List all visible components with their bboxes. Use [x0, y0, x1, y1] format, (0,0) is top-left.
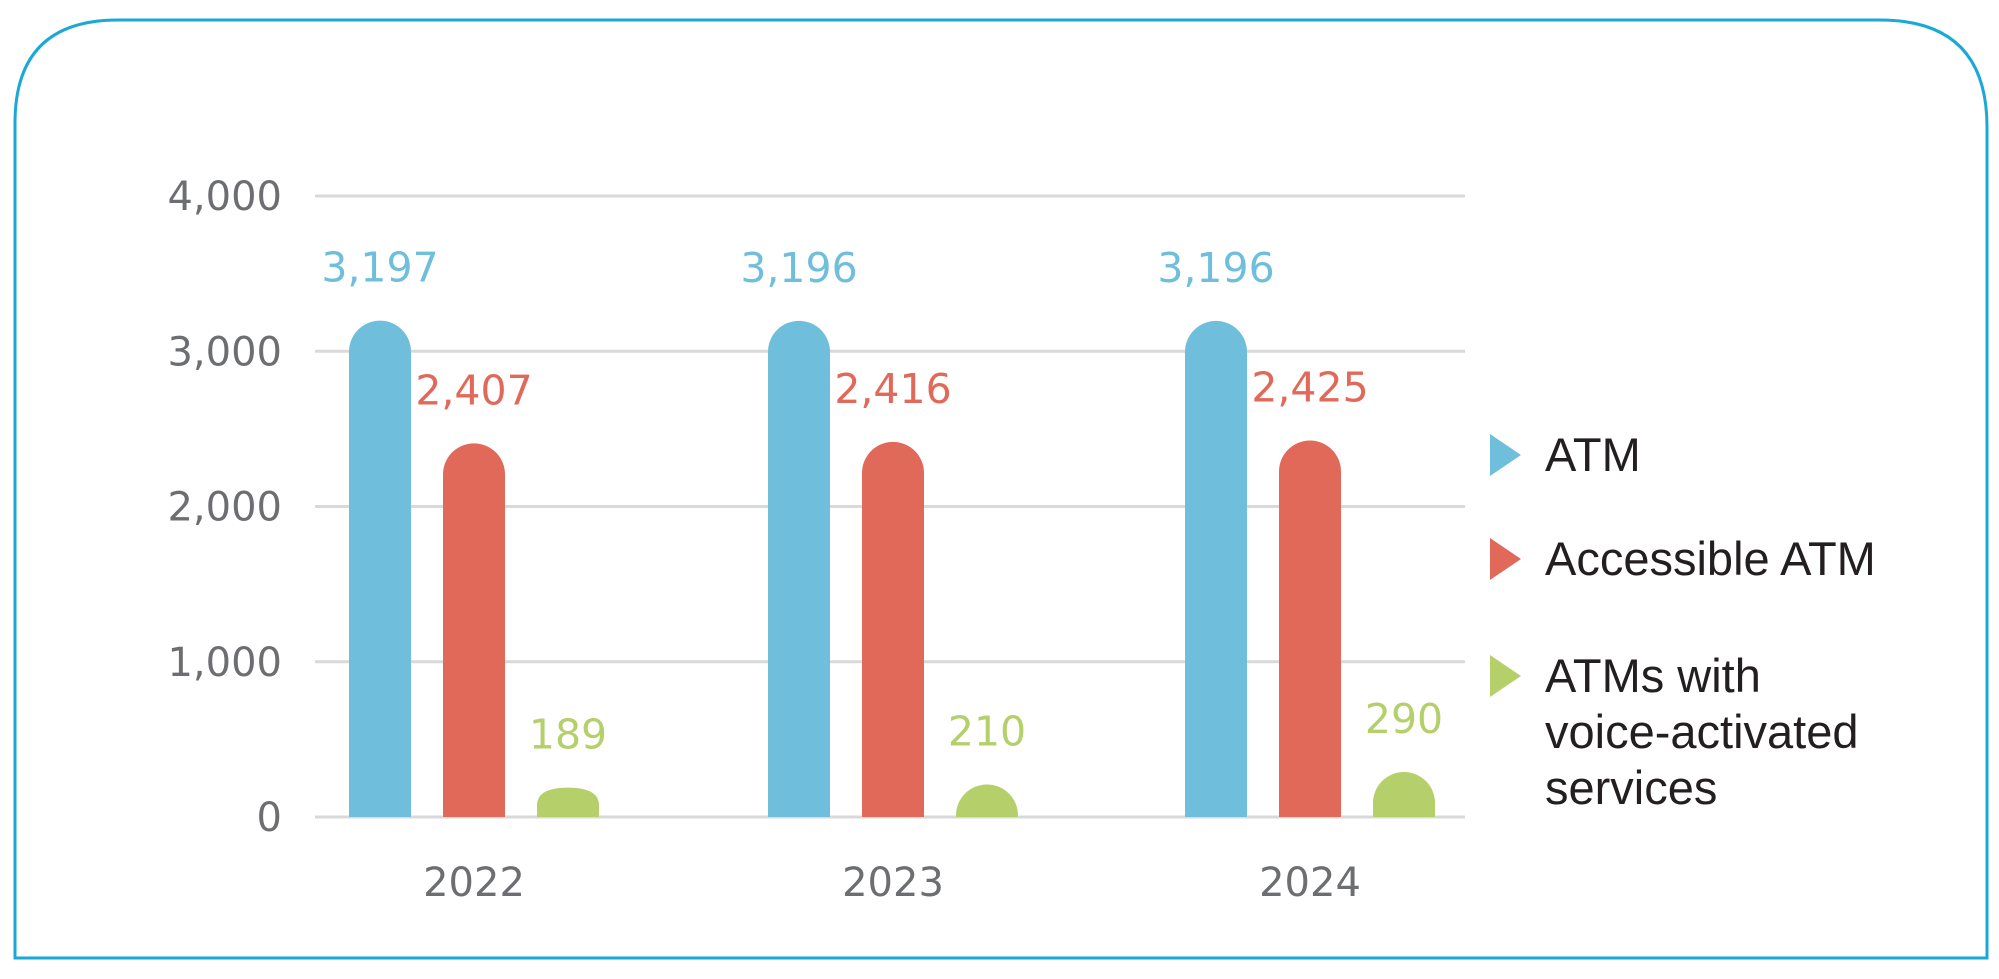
data-label: 2,416 [834, 365, 951, 413]
bars [349, 320, 1435, 817]
legend-label: voice-activated [1545, 705, 1859, 758]
y-axis-ticks: 0 1,000 2,000 3,000 4,000 [167, 174, 282, 841]
x-tick-label: 2023 [842, 860, 944, 906]
x-tick-label: 2022 [423, 860, 525, 906]
legend-label: ATM [1545, 428, 1641, 481]
data-labels: 3,197 3,196 3,196 2,407 2,416 2,425 189 210 290 [321, 244, 1443, 759]
bar-2023-series-1 [768, 320, 830, 817]
y-tick-label: 2,000 [167, 485, 282, 531]
x-axis-ticks: 2022 2023 2024 [423, 860, 1361, 906]
chart-frame [13, 18, 1989, 960]
y-tick-label: 3,000 [167, 329, 282, 375]
data-label: 3,197 [321, 244, 438, 292]
data-label: 210 [948, 707, 1026, 755]
legend: ATM Accessible ATM ATMs withvoice-activate… [1490, 428, 1876, 814]
legend-label: services [1545, 761, 1717, 814]
y-tick-label: 0 [257, 795, 282, 841]
x-tick-label: 2024 [1259, 860, 1361, 906]
bar-2022-series-3 [537, 787, 599, 817]
bar-2024-series-2 [1279, 440, 1341, 817]
legend-marker-triangle-icon [1490, 655, 1521, 697]
bar-2022-series-2 [443, 443, 505, 817]
y-tick-label: 4,000 [167, 174, 282, 220]
legend-marker-triangle-icon [1490, 434, 1521, 476]
legend-marker-triangle-icon [1490, 538, 1521, 580]
bar-2023-series-2 [862, 441, 924, 817]
bar-2022-series-1 [349, 320, 411, 817]
data-label: 3,196 [1157, 244, 1274, 292]
data-label: 290 [1365, 695, 1443, 743]
data-label: 3,196 [740, 244, 857, 292]
legend-label: ATMs with [1545, 649, 1761, 702]
data-label: 2,425 [1251, 364, 1368, 412]
data-label: 2,407 [415, 366, 532, 414]
y-tick-label: 1,000 [167, 640, 282, 686]
data-label: 189 [529, 711, 607, 759]
bar-2024-series-1 [1185, 320, 1247, 817]
legend-label: Accessible ATM [1545, 532, 1876, 585]
bar-2024-series-3 [1373, 771, 1435, 817]
bar-2023-series-3 [956, 784, 1018, 817]
